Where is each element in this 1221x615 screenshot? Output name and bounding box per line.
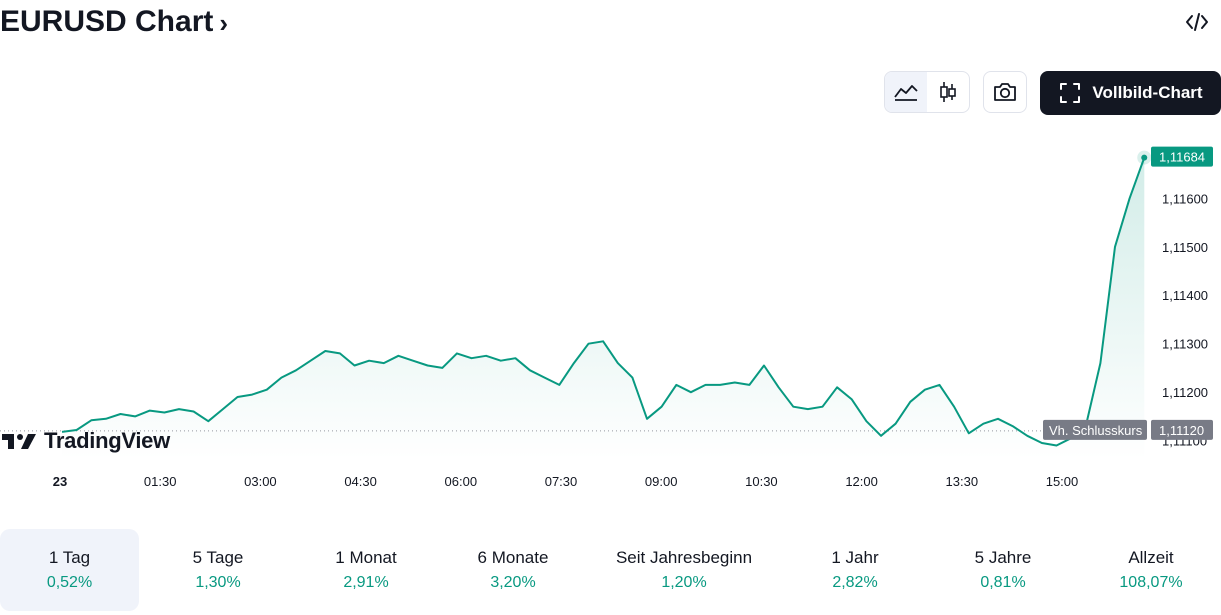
embed-code-button[interactable] (1182, 8, 1212, 36)
period-label: 6 Monate (477, 548, 549, 567)
y-axis-tick-label: 1,11600 (1162, 191, 1208, 206)
period-label: 1 Tag (48, 548, 91, 567)
last-point-marker (1141, 154, 1148, 161)
period-label: 5 Tage (192, 548, 244, 567)
x-axis-tick-label: 09:00 (645, 474, 678, 489)
y-axis-tick-label: 1,11300 (1162, 337, 1208, 352)
period-change-value: 1,20% (661, 574, 707, 591)
last-price-badge (1151, 146, 1213, 167)
chart-title-link[interactable]: EURUSD Chart › (0, 2, 228, 42)
period-tab[interactable]: 5 Tage 1,30% (148, 529, 288, 611)
period-tab[interactable]: 1 Tag 0,52% (0, 529, 139, 611)
period-performance-bar: 1 Tag 0,52% 5 Tage 1,30% 1 Monat 2,91% 6 Monat… (0, 529, 1221, 611)
x-axis-tick-label: 06:00 (445, 474, 478, 489)
period-label: Seit Jahresbeginn (615, 548, 753, 567)
period-label: 5 Jahre (974, 548, 1032, 567)
candlestick-icon (940, 82, 956, 102)
x-axis-tick-label: 04:30 (344, 474, 377, 489)
period-tab[interactable]: 1 Jahr 2,82% (785, 529, 925, 611)
x-axis-tick-label: 23 (53, 474, 67, 489)
x-axis-tick-label: 13:30 (946, 474, 979, 489)
chevron-right-icon: › (219, 7, 229, 38)
y-axis-tick-label: 1,11500 (1162, 240, 1208, 255)
page-title: EURUSD Chart (0, 5, 214, 38)
x-axis-tick-label: 10:30 (745, 474, 778, 489)
price-line (61, 157, 1146, 447)
period-change-value: 2,82% (832, 574, 878, 591)
x-axis-tick-label: 01:30 (144, 474, 177, 489)
x-axis-tick-label: 12:00 (845, 474, 878, 489)
tradingview-logo[interactable]: TradingView (0, 428, 170, 454)
candlestick-chart-button[interactable] (927, 72, 969, 112)
x-axis-tick-label: 03:00 (244, 474, 277, 489)
area-chart-icon (894, 85, 918, 101)
period-change-value: 2,91% (343, 574, 389, 591)
y-axis-tick-label: 1,11200 (1162, 385, 1208, 400)
fullscreen-label: Vollbild-Chart (1092, 83, 1203, 102)
chart-style-toggle (884, 71, 970, 113)
period-tab[interactable]: Seit Jahresbeginn 1,20% (614, 529, 754, 611)
period-change-value: 0,81% (980, 574, 1026, 591)
area-chart-button[interactable] (885, 72, 927, 112)
period-change-value: 1,30% (195, 574, 241, 591)
price-chart[interactable]: 1,11600 1,11500 1,11400 1,11300 1,11200 1,111… (0, 130, 1221, 500)
prev-close-value-badge (1151, 419, 1213, 440)
fullscreen-icon (1060, 83, 1081, 103)
fullscreen-chart-button[interactable]: Vollbild-Chart (1040, 71, 1221, 115)
tradingview-logo-text: TradingView (44, 428, 170, 453)
period-tab[interactable]: 5 Jahre 0,81% (933, 529, 1073, 611)
period-change-value: 3,20% (490, 574, 536, 591)
camera-icon (994, 83, 1016, 101)
period-tab[interactable]: 1 Monat 2,91% (296, 529, 436, 611)
prev-close-value-label: 1,11120 (1159, 423, 1204, 438)
screenshot-button[interactable] (983, 71, 1027, 113)
period-label: Allzeit (1128, 548, 1174, 567)
period-label: 1 Monat (335, 548, 397, 567)
price-area-fill (62, 157, 1145, 460)
period-tab[interactable]: Allzeit 108,07% (1081, 529, 1221, 611)
period-change-value: 108,07% (1119, 574, 1183, 591)
period-change-value: 0,52% (46, 574, 93, 591)
x-axis-tick-label: 07:30 (545, 474, 578, 489)
prev-close-name-badge (1043, 419, 1147, 440)
x-axis-tick-label: 15:00 (1046, 474, 1079, 489)
period-tab[interactable]: 6 Monate 3,20% (443, 529, 583, 611)
prev-close-name-label: Vh. Schlusskurs (1049, 423, 1143, 438)
code-embed-icon (1186, 13, 1208, 31)
tradingview-logo-icon (2, 434, 36, 449)
period-label: 1 Jahr (831, 548, 879, 567)
last-price-label: 1,11684 (1159, 150, 1205, 165)
y-axis-tick-label: 1,11400 (1162, 288, 1208, 303)
